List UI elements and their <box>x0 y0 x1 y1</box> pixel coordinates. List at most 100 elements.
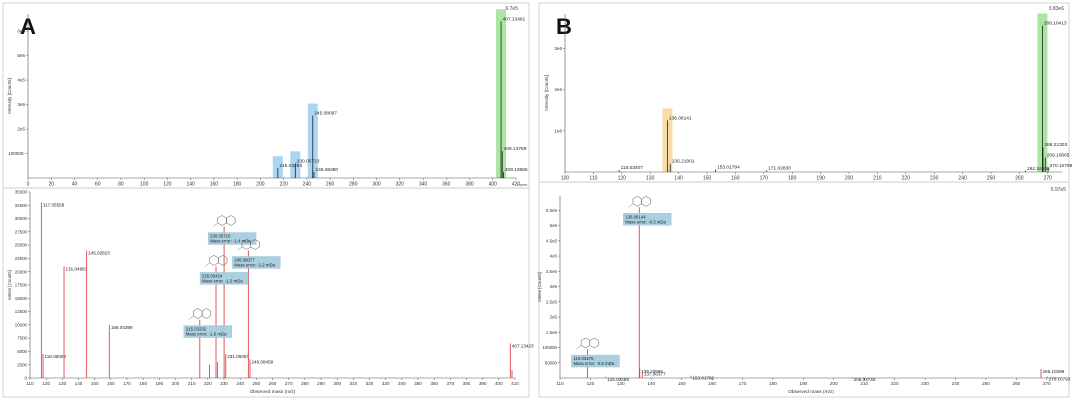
y-tick-label-4: 5e5 <box>17 53 25 58</box>
x-tick-label-2: 120 <box>618 176 627 182</box>
x-tick-label-10: 200 <box>845 176 854 182</box>
x-tick-label-0: 110 <box>26 381 34 386</box>
bottom-chart: 110 120 130 140 150 160 170 180 190 200 210 220 230 2… <box>7 190 534 395</box>
x-tick-label-3: 130 <box>646 176 655 182</box>
x-tick-label-21: 320 <box>366 381 374 386</box>
y-tick-label-3: 7500 <box>17 336 27 341</box>
peak-label-12: 246.08459 <box>251 359 273 364</box>
x-axis-label: Observed mass (m/z) <box>250 389 296 395</box>
x-tick-label-14: 240 <box>958 176 967 182</box>
x-tick-label-12: 230 <box>220 381 228 386</box>
x-tick-label-11: 220 <box>204 381 212 386</box>
structure-bond-3 <box>188 315 194 320</box>
x-tick-label-14: 280 <box>349 182 358 188</box>
annotation-error-3: Mass error: -1.6 mDa <box>186 332 227 337</box>
x-tick-label-16: 320 <box>396 182 405 188</box>
x-tick-label-17: 340 <box>419 182 428 188</box>
annotation-error-0: Mass error: -0.3 mDa <box>625 219 666 224</box>
y-tick-label-4: 2.5e5 <box>546 299 558 304</box>
peak-label-3: 153.01794 <box>717 165 740 171</box>
x-tick-label-20: 400 <box>489 182 498 188</box>
annotation-box-1 <box>571 354 620 368</box>
x-tick-label-13: 260 <box>326 182 335 188</box>
y-tick-label-7: 17500 <box>15 283 28 288</box>
x-tick-label-19: 380 <box>465 182 474 188</box>
y-tick-label-8: 4.5e5 <box>546 238 558 243</box>
structure-ring-b-0 <box>226 215 236 226</box>
x-tick-label-11: 220 <box>891 381 899 386</box>
x-tick-label-8: 180 <box>788 176 797 182</box>
structure-bond-1 <box>576 345 582 350</box>
x-unit-note: x-axes <box>517 183 528 187</box>
panel-frame <box>2 2 530 398</box>
structure-bond-0 <box>628 203 634 208</box>
peak-label-8: 270.10793 <box>1049 376 1071 381</box>
y-tick-label-1: 100000 <box>542 345 557 350</box>
x-tick-label-13: 240 <box>952 381 960 386</box>
x-tick-label-5: 150 <box>703 176 712 182</box>
x-tick-label-17: 270 <box>1044 176 1053 182</box>
x-tick-label-11: 210 <box>873 176 882 182</box>
x-tick-label-3: 140 <box>647 381 655 386</box>
y-tick-label-7: 4e5 <box>550 254 558 259</box>
structure-ring-b-0 <box>641 196 651 207</box>
x-tick-label-7: 180 <box>769 381 777 386</box>
x-tick-label-20: 310 <box>349 381 357 386</box>
y-tick-label-5: 12500 <box>15 309 28 314</box>
y-tick-label-8: 20000 <box>15 269 28 274</box>
y-tick-label-1: 2e6 <box>554 87 562 92</box>
x-tick-label-4: 140 <box>674 176 683 182</box>
peak-label-3: 145.02823 <box>88 250 110 255</box>
x-tick-label-12: 230 <box>921 381 929 386</box>
top-chart: 3.83e6 100 110 120 130 140 150 160 170 180 190 200 2… <box>544 6 1072 182</box>
x-tick-label-5: 160 <box>107 381 115 386</box>
peak-label-2: 245.08097 <box>314 111 337 117</box>
y-tick-label-2: 3e6 <box>554 46 562 51</box>
annotation-box-1 <box>199 272 249 285</box>
x-tick-label-9: 200 <box>172 381 180 386</box>
y-tick-label-12: 30000 <box>15 216 28 221</box>
x-tick-label-8: 160 <box>210 182 219 188</box>
y-tick-label-10: 5.5e5 <box>546 208 558 213</box>
x-tick-label-13: 240 <box>236 381 244 386</box>
y-axis-label: Intensity [Counts] <box>544 75 549 111</box>
x-tick-label-1: 120 <box>42 381 50 386</box>
structure-ring-b-1 <box>218 255 228 266</box>
y-tick-label-9: 5e5 <box>550 223 558 228</box>
x-tick-label-5: 100 <box>140 182 149 188</box>
x-tick-label-28: 390 <box>479 381 487 386</box>
annotation-box-0 <box>207 232 257 245</box>
x-tick-label-2: 40 <box>72 182 78 188</box>
peak-label-1: 230.05723 <box>297 158 320 164</box>
peak-label-0: 215.03293 <box>279 163 302 169</box>
y-tick-label-3: 2e5 <box>550 315 558 320</box>
x-tick-label-10: 210 <box>188 381 196 386</box>
x-tick-label-1: 20 <box>48 182 54 188</box>
x-tick-label-18: 290 <box>317 381 325 386</box>
y-tick-label-1: 2500 <box>17 362 27 367</box>
y-axis-label: Intensity [Counts] <box>7 78 12 114</box>
peak-label-9: 270.10788 <box>1050 163 1072 169</box>
x-tick-label-9: 180 <box>233 182 242 188</box>
x-tick-label-3: 140 <box>75 381 83 386</box>
x-tick-label-14: 250 <box>982 381 990 386</box>
x-tick-label-9: 190 <box>816 176 825 182</box>
annotation-error-1: Mass error: -0.5 mDa <box>573 361 614 366</box>
y-tick-label-9: 22500 <box>15 256 28 261</box>
peak-label-5: 153.01782 <box>692 376 714 381</box>
peak-label-1: 136.06141 <box>669 115 692 121</box>
x-tick-label-15: 260 <box>1013 381 1021 386</box>
x-tick-label-27: 380 <box>463 381 471 386</box>
annotation-mass-0: 136.06144 <box>625 214 646 219</box>
peak-label-7: 268.21303 <box>1044 142 1067 148</box>
x-tick-label-29: 400 <box>495 381 503 386</box>
x-tick-label-30: 410 <box>511 381 519 386</box>
annotation-mass-1: 119.03475 <box>573 356 594 361</box>
top-chart: 6.7e5 0 20 40 60 80 100 120 140 160 180 200 220 240 26… <box>7 6 528 188</box>
peak-label-2: 131.04963 <box>66 266 88 271</box>
x-tick-label-7: 180 <box>139 381 147 386</box>
x-tick-label-12: 220 <box>902 176 911 182</box>
